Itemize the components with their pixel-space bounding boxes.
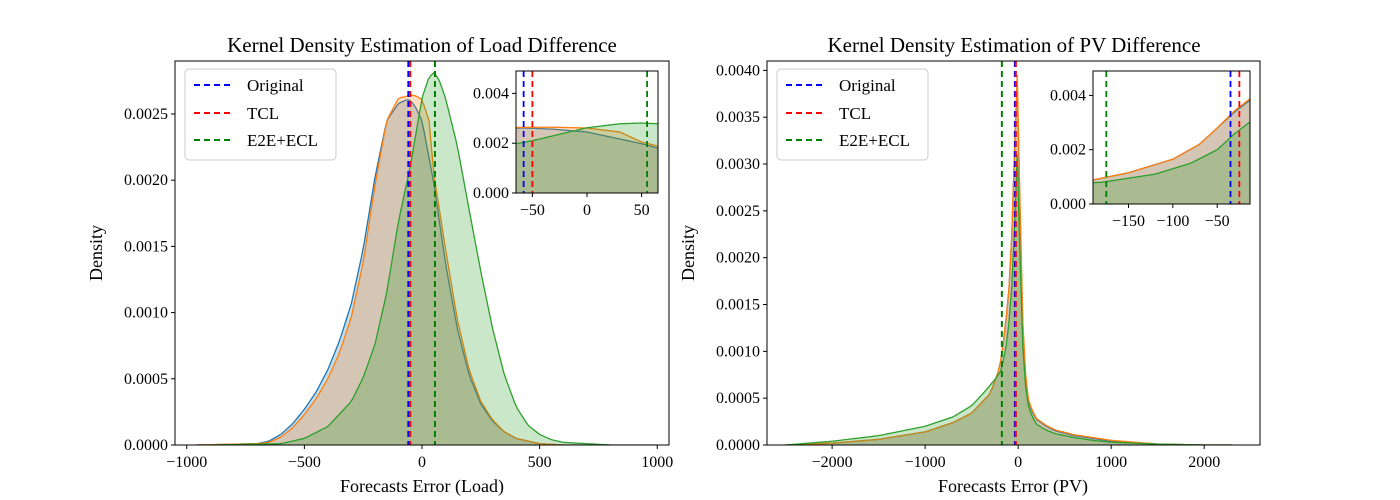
load-legend-box <box>184 68 337 161</box>
load-inset-area-original <box>516 128 658 193</box>
pv-y-tick-label: 0.0030 <box>716 156 760 173</box>
pv-inset: −150 −100 −50 0.000 0.002 0.004 <box>1050 70 1251 230</box>
pv-density-curves <box>785 75 1233 445</box>
pv-inset-x-tick-label: −50 <box>1205 213 1230 230</box>
pv-x-tick-label: 1000 <box>1095 454 1127 471</box>
pv-y-tick-label: 0.0000 <box>716 437 760 454</box>
load-inset-x-ticks: −50 0 50 <box>520 193 650 219</box>
pv-y-tick-label: 0.0015 <box>716 297 760 314</box>
pv-y-tick-label: 0.0005 <box>716 390 760 407</box>
load-y-tick-label: 0.0025 <box>124 106 168 123</box>
pv-inset-curve-tcl <box>1093 98 1250 181</box>
pv-inset-y-tick-label: 0.002 <box>1050 142 1086 159</box>
legend-label-original: Original <box>247 76 304 95</box>
load-y-tick-label: 0.0000 <box>124 437 168 454</box>
load-inset-mean-lines <box>522 71 648 193</box>
pv-y-tick-label: 0.0025 <box>716 203 760 220</box>
pv-legend-box <box>776 68 929 161</box>
legend-label-tcl: TCL <box>247 104 279 123</box>
load-x-tick-label: 1000 <box>641 454 673 471</box>
pv-chart: Kernel Density Estimation of PV Differen… <box>678 33 1261 497</box>
pv-inset-x-tick-label: −100 <box>1156 213 1189 230</box>
load-x-ticks: −1000 −500 0 500 1000 <box>166 445 673 471</box>
pv-y-tick-label: 0.0010 <box>716 343 760 360</box>
load-y-tick-label: 0.0020 <box>124 172 168 189</box>
load-inset-y-tick-label: 0.002 <box>473 135 509 152</box>
load-y-tick-label: 0.0010 <box>124 305 168 322</box>
pv-x-axis-label: Forecasts Error (PV) <box>938 476 1088 497</box>
pv-inset-y-ticks: 0.000 0.002 0.004 <box>1050 87 1093 213</box>
pv-inset-y-tick-label: 0.000 <box>1050 196 1086 213</box>
load-x-tick-label: −1000 <box>166 454 207 471</box>
load-inset-x-tick-label: −50 <box>520 202 545 219</box>
pv-y-tick-label: 0.0020 <box>716 250 760 267</box>
load-inset-y-tick-label: 0.000 <box>473 185 509 202</box>
legend-label-original: Original <box>839 76 896 95</box>
load-x-axis-label: Forecasts Error (Load) <box>340 476 504 497</box>
pv-inset-y-tick-label: 0.004 <box>1050 87 1086 104</box>
load-inset-curves <box>516 122 658 193</box>
load-area-tcl <box>196 95 611 445</box>
pv-curve-e2e-ecl <box>785 154 1233 445</box>
pv-area-original <box>785 79 1233 445</box>
pv-chart-title: Kernel Density Estimation of PV Differen… <box>827 33 1200 57</box>
legend-label-tcl: TCL <box>839 104 871 123</box>
load-inset: −50 0 50 0.000 0.002 0.004 <box>473 70 659 219</box>
pv-x-tick-label: 0 <box>1014 454 1022 471</box>
pv-plot-frame <box>766 60 1261 446</box>
pv-x-tick-label: −2000 <box>812 454 853 471</box>
pv-y-tick-label: 0.0035 <box>716 109 760 126</box>
pv-x-tick-label: −1000 <box>905 454 946 471</box>
load-x-tick-label: 500 <box>528 454 552 471</box>
load-y-axis-label: Density <box>86 225 106 281</box>
load-mean-lines <box>407 61 436 445</box>
load-chart-title: Kernel Density Estimation of Load Differ… <box>227 33 617 57</box>
pv-inset-x-tick-label: −150 <box>1112 213 1145 230</box>
load-chart: Kernel Density Estimation of Load Differ… <box>86 33 673 497</box>
pv-inset-x-ticks: −150 −100 −50 <box>1112 204 1230 230</box>
legend-label-e2e-ecl: E2E+ECL <box>839 131 910 150</box>
pv-area-e2e-ecl <box>785 154 1233 445</box>
load-inset-y-tick-label: 0.004 <box>473 85 509 102</box>
pv-legend: Original TCL E2E+ECL <box>776 68 929 161</box>
pv-area-tcl <box>785 75 1233 445</box>
legend-label-e2e-ecl: E2E+ECL <box>247 131 318 150</box>
pv-x-ticks: −2000 −1000 0 1000 2000 <box>812 445 1220 471</box>
load-x-tick-label: 0 <box>418 454 426 471</box>
pv-inset-curve-e2e-ecl <box>1093 121 1250 184</box>
pv-mean-lines <box>1000 61 1017 445</box>
load-x-tick-label: −500 <box>288 454 321 471</box>
load-inset-area-e2e-ecl <box>516 123 658 193</box>
load-y-tick-label: 0.0005 <box>124 371 168 388</box>
load-curve-e2e-ecl <box>210 72 658 445</box>
pv-y-axis-label: Density <box>678 225 698 281</box>
load-y-tick-label: 0.0015 <box>124 238 168 255</box>
load-inset-x-tick-label: 50 <box>634 202 650 219</box>
load-inset-x-tick-label: 0 <box>583 202 591 219</box>
load-y-ticks: 0.0000 0.0005 0.0010 0.0015 0.0020 0.0025 <box>124 106 175 454</box>
load-legend: Original TCL E2E+ECL <box>184 68 337 161</box>
pv-inset-curves <box>1093 98 1250 204</box>
load-inset-area-tcl <box>516 127 658 193</box>
load-inset-y-ticks: 0.000 0.002 0.004 <box>473 85 516 202</box>
load-area-original <box>196 99 611 445</box>
load-area-e2e-ecl <box>210 72 658 445</box>
load-inset-curve-original <box>516 127 658 149</box>
load-curve-tcl <box>196 94 611 445</box>
load-density-curves <box>196 72 658 445</box>
pv-x-tick-label: 2000 <box>1188 454 1220 471</box>
pv-inset-mean-lines <box>1105 71 1241 204</box>
load-inset-curve-e2e-ecl <box>516 122 658 145</box>
pv-y-tick-label: 0.0040 <box>716 62 760 79</box>
pv-inset-area-e2e-ecl <box>1093 121 1250 204</box>
pv-y-ticks: 0.0000 0.0005 0.0010 0.0015 0.0020 0.0025 0.00… <box>716 62 767 454</box>
pv-inset-frame <box>1092 70 1251 205</box>
pv-inset-area <box>1093 71 1250 204</box>
